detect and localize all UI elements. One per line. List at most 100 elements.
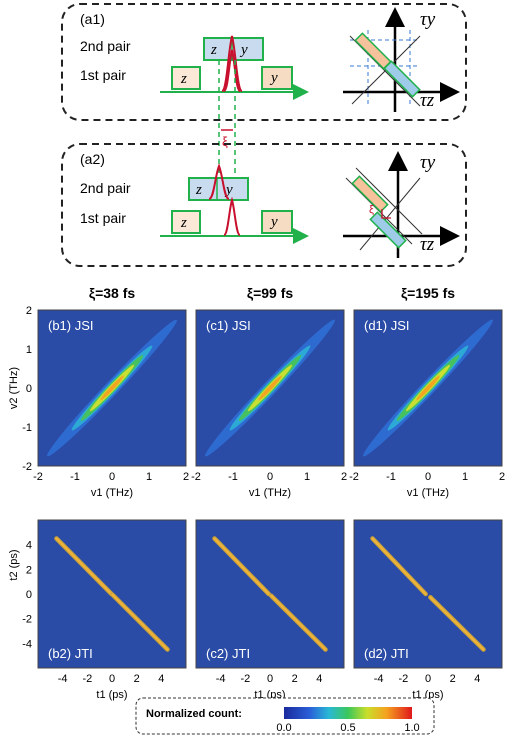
jti-x-tick-label: 0 <box>109 673 115 685</box>
pair1-y-text: y <box>269 70 278 86</box>
colorbar-gradient <box>284 707 412 719</box>
jsi-y-tick-label: 2 <box>26 305 32 317</box>
jti-y-tick-label: -4 <box>22 638 32 650</box>
pair2-z-text: z <box>195 182 202 198</box>
xi-symbol-a2: ξ <box>369 204 374 216</box>
pair1-y-text: y <box>269 214 278 230</box>
jsi-x-tick-label: -2 <box>349 471 359 483</box>
jti-segment <box>371 537 427 595</box>
pair2-y-text: y <box>224 182 233 198</box>
jsi-panel-label: (b1) JSI <box>48 318 94 333</box>
jti-x-tick-label: -4 <box>374 673 384 685</box>
panel-a2-label: (a2) <box>80 151 105 167</box>
jti-segment <box>111 593 169 651</box>
diag-guide <box>359 177 421 251</box>
jti-y-tick-label: 0 <box>26 589 32 601</box>
jti-x-axis-label: t1 (ps) <box>96 689 127 701</box>
pair2-y-text: y <box>239 42 248 58</box>
jti-x-tick-label: 0 <box>267 673 273 685</box>
jti-x-tick-label: 4 <box>316 673 322 685</box>
panel-a1: (a1) 2nd pair 1st pair z y z y τy τz <box>61 3 467 121</box>
colorbar-tick-2: 1.0 <box>404 722 419 734</box>
tau-z-label: τz <box>420 234 435 255</box>
jsi-y-tick-label: -1 <box>22 422 32 434</box>
jsi-x-tick-label: 2 <box>341 471 347 483</box>
heatmap-grid: (b1) JSI -2 -1 0 1 2 v1 (THz) 2 1 0 -1 -2 (b2) JTI -4… <box>22 305 505 701</box>
pulse-a1-bottom <box>223 49 241 92</box>
xi-offset-marker <box>381 209 391 219</box>
jsi-x-tick-label: 2 <box>183 471 189 483</box>
pair2-label: 2nd pair <box>80 180 131 196</box>
jsi-x-tick-label: 1 <box>462 471 468 483</box>
pulse-a1-top <box>221 35 243 92</box>
panel-a2: (a2) 2nd pair 1st pair z y z y τy τz ξ <box>61 143 467 267</box>
jsi-y-axis-label: v2 (THz) <box>8 367 20 409</box>
colorbar: Normalized count: 0.0 0.5 1.0 <box>135 697 435 735</box>
jsi-y-tick-label: 1 <box>26 344 32 356</box>
jti-segment <box>429 596 485 651</box>
jti-y-tick-label: 4 <box>26 540 32 552</box>
pair1-z-box <box>171 66 201 90</box>
pair1-y-box <box>261 210 293 234</box>
colorbar-title: Normalized count: <box>146 708 242 720</box>
jti-panel-label: (c2) JTI <box>206 646 250 661</box>
jsi-x-tick-label: 1 <box>304 471 310 483</box>
jti-x-tick-label: 0 <box>425 673 431 685</box>
jti-x-tick-label: -4 <box>58 673 68 685</box>
jsi-x-tick-label: -2 <box>33 471 43 483</box>
jti-panel-label: (b2) JTI <box>48 646 93 661</box>
jti-x-tick-label: 2 <box>450 673 456 685</box>
tau-y-label: τy <box>420 152 436 173</box>
jti-x-tick-label: 4 <box>474 673 480 685</box>
pair-ellipse-2 <box>369 211 407 249</box>
jti-y-tick-label: -2 <box>22 614 32 626</box>
jsi-x-tick-label: -1 <box>386 471 396 483</box>
jti-segment <box>55 537 113 595</box>
pulse-a2-top <box>208 163 230 200</box>
jsi-panel-label: (c1) JSI <box>206 318 251 333</box>
jti-x-tick-label: -2 <box>398 673 408 685</box>
pair-ellipse-2 <box>383 60 421 98</box>
jti-panel-label: (d2) JTI <box>364 646 409 661</box>
jsi-x-tick-label: -1 <box>228 471 238 483</box>
panel-a1-label: (a1) <box>80 11 105 27</box>
jsi-x-tick-label: 1 <box>146 471 152 483</box>
jsi-y-tick-label: 0 <box>26 383 32 395</box>
column-title-1: ξ=38 fs <box>89 285 136 301</box>
tau-z-label: τz <box>420 90 435 111</box>
diag-guide <box>355 167 423 235</box>
pair1-label: 1st pair <box>80 210 126 226</box>
jsi-intensity-band <box>100 375 124 401</box>
pair1-y-box <box>261 66 293 90</box>
jti-x-tick-label: -2 <box>82 673 92 685</box>
jsi-x-axis-label: v1 (THz) <box>249 487 291 499</box>
tau-y-label: τy <box>420 9 436 30</box>
jti-segment <box>213 537 270 595</box>
jsi-x-tick-label: 2 <box>499 471 505 483</box>
jsi-panel-label: (d1) JSI <box>364 318 410 333</box>
pair2-label: 2nd pair <box>80 38 131 54</box>
pair-ellipse-1 <box>351 175 389 213</box>
colorbar-tick-1: 0.5 <box>340 722 355 734</box>
jti-segment <box>270 594 327 651</box>
jti-y-tick-label: 2 <box>26 564 32 576</box>
column-title-3: ξ=195 fs <box>401 285 455 301</box>
jti-x-tick-label: 2 <box>292 673 298 685</box>
jsi-x-tick-label: -2 <box>191 471 201 483</box>
jsi-intensity-band <box>258 375 282 401</box>
jsi-x-axis-label: v1 (THz) <box>407 487 449 499</box>
jsi-x-tick-label: -1 <box>70 471 80 483</box>
jti-x-tick-label: -4 <box>216 673 226 685</box>
jti-x-tick-label: 4 <box>158 673 164 685</box>
pair-ellipse-1 <box>354 32 392 70</box>
jsi-x-tick-label: 0 <box>109 471 115 483</box>
jsi-intensity-band <box>416 375 440 401</box>
jti-x-tick-label: -2 <box>240 673 250 685</box>
pair1-z-text: z <box>180 215 187 231</box>
jti-x-tick-label: 2 <box>134 673 140 685</box>
jti-y-axis-label: t2 (ps) <box>8 549 20 580</box>
jsi-x-tick-label: 0 <box>267 471 273 483</box>
panel-a2-frame <box>61 143 467 267</box>
pair1-z-text: z <box>180 71 187 87</box>
